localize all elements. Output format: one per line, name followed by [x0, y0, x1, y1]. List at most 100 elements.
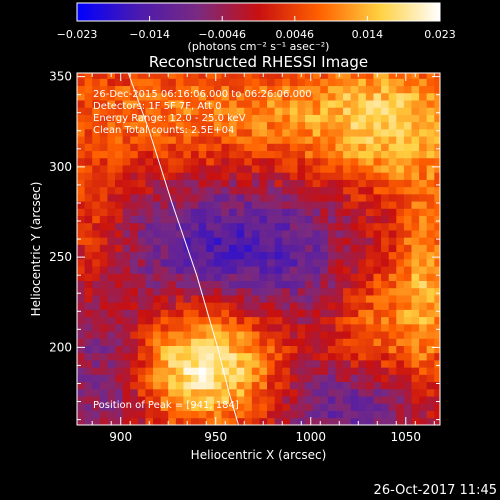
heatmap-cell: [168, 287, 177, 296]
heatmap-cell: [92, 251, 101, 260]
heatmap-cell: [160, 244, 169, 253]
heatmap-cell: [335, 323, 344, 332]
heatmap-cell: [396, 403, 405, 411]
heatmap-cell: [373, 179, 382, 188]
heatmap-cell: [350, 100, 359, 108]
heatmap-cell: [388, 92, 397, 101]
heatmap-cell: [419, 100, 428, 108]
heatmap-cell: [426, 273, 435, 281]
heatmap-cell: [107, 323, 116, 332]
heatmap-cell: [251, 345, 260, 354]
heatmap-cell: [403, 396, 412, 404]
heatmap-cell: [343, 345, 352, 354]
heatmap-cell: [358, 345, 367, 354]
heatmap-cell: [92, 374, 101, 383]
heatmap-cell: [191, 417, 200, 425]
heatmap-cell: [92, 92, 101, 101]
heatmap-cell: [221, 244, 230, 253]
heatmap-cell: [115, 150, 124, 159]
heatmap-cell: [122, 396, 131, 404]
heatmap-cell: [381, 85, 390, 94]
heatmap-cell: [289, 172, 298, 180]
heatmap-cell: [388, 85, 397, 94]
heatmap-cell: [320, 230, 329, 238]
heatmap-cell: [244, 128, 253, 137]
heatmap-cell: [388, 73, 397, 79]
heatmap-cell: [198, 396, 207, 404]
heatmap-cell: [77, 143, 86, 152]
heatmap-cell: [312, 121, 321, 130]
heatmap-cell: [145, 309, 154, 318]
heatmap-cell: [92, 352, 101, 361]
heatmap-cell: [145, 367, 154, 375]
heatmap-cell: [137, 85, 146, 94]
heatmap-cell: [365, 410, 374, 419]
heatmap-cell: [236, 230, 245, 238]
heatmap-cell: [99, 417, 108, 425]
heatmap-cell: [381, 367, 390, 375]
heatmap-cell: [419, 215, 428, 224]
heatmap-cell: [160, 165, 169, 173]
heatmap-cell: [92, 193, 101, 202]
heatmap-cell: [388, 100, 397, 108]
heatmap-cell: [251, 295, 260, 303]
heatmap-cell: [221, 179, 230, 188]
heatmap-cell: [115, 73, 124, 79]
heatmap-cell: [305, 396, 314, 404]
heatmap-cell: [229, 121, 238, 130]
heatmap-cell: [115, 266, 124, 274]
heatmap-cell: [259, 388, 268, 397]
heatmap-cell: [191, 403, 200, 411]
heatmap-cell: [426, 201, 435, 209]
heatmap-cell: [191, 367, 200, 375]
heatmap-cell: [168, 396, 177, 404]
heatmap-cell: [289, 85, 298, 94]
heatmap-cell: [213, 85, 222, 94]
heatmap-cell: [191, 295, 200, 303]
heatmap-cell: [115, 114, 124, 123]
heatmap-cell: [191, 107, 200, 115]
heatmap-cell: [381, 396, 390, 404]
heatmap-cell: [274, 150, 283, 159]
heatmap-cell: [198, 136, 207, 144]
heatmap-cell: [289, 388, 298, 397]
heatmap-cell: [343, 179, 352, 188]
heatmap-cell: [289, 179, 298, 188]
heatmap-cell: [365, 215, 374, 224]
heatmap-cell: [297, 266, 306, 274]
heatmap-cell: [122, 251, 131, 260]
heatmap-cell: [107, 150, 116, 159]
heatmap-cell: [388, 352, 397, 361]
heatmap-cell: [183, 331, 192, 339]
heatmap-cell: [99, 273, 108, 281]
heatmap-cell: [137, 388, 146, 397]
heatmap-cell: [191, 251, 200, 260]
peak-position-label: Position of Peak = [941, 184]: [93, 400, 239, 411]
heatmap-cell: [434, 345, 440, 354]
heatmap-cell: [297, 338, 306, 346]
heatmap-cell: [373, 244, 382, 253]
heatmap-cell: [373, 287, 382, 296]
heatmap-cell: [388, 237, 397, 245]
heatmap-cell: [373, 208, 382, 217]
heatmap-cell: [381, 287, 390, 296]
heatmap-cell: [122, 352, 131, 361]
heatmap-cell: [327, 85, 336, 94]
heatmap-cell: [183, 107, 192, 115]
heatmap-cell: [236, 280, 245, 289]
heatmap-cell: [191, 186, 200, 195]
heatmap-cell: [229, 352, 238, 361]
heatmap-cell: [183, 114, 192, 123]
heatmap-cell: [206, 114, 215, 123]
heatmap-cell: [282, 403, 291, 411]
heatmap-cell: [426, 360, 435, 368]
heatmap-cell: [92, 331, 101, 339]
heatmap-cell: [99, 172, 108, 180]
heatmap-cell: [198, 172, 207, 180]
heatmap-cell: [160, 107, 169, 115]
heatmap-cell: [343, 85, 352, 94]
heatmap-cell: [198, 374, 207, 383]
heatmap-cell: [92, 266, 101, 274]
heatmap-cell: [327, 143, 336, 152]
heatmap-cell: [411, 323, 420, 332]
